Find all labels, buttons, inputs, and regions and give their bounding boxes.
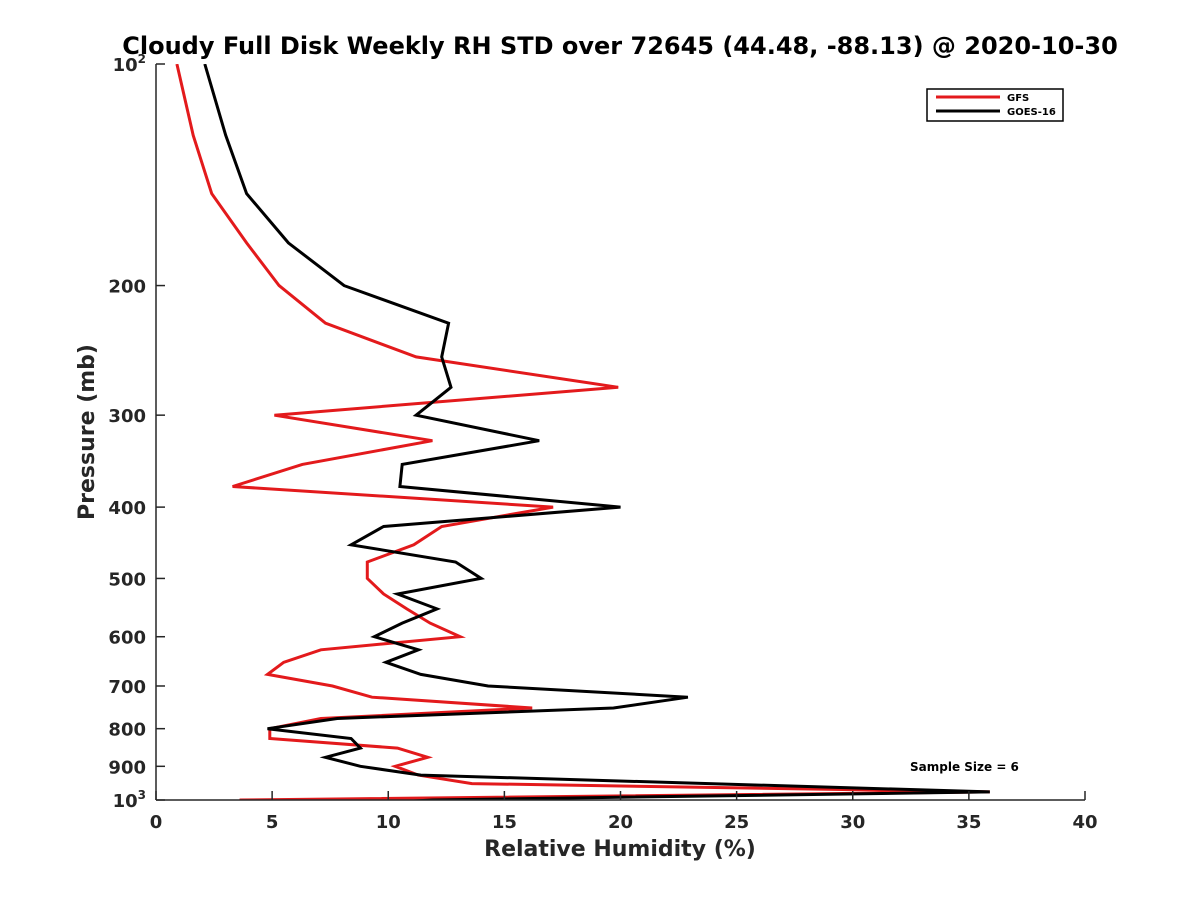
x-ticks: 0 5 10 15 20 25 30 35 40 <box>150 791 1098 833</box>
x-axis-label: Relative Humidity (%) <box>484 837 756 862</box>
y-tick-label: 900 <box>108 757 146 778</box>
y-tick-label: 400 <box>108 498 146 519</box>
y-tick-label: 700 <box>108 677 146 698</box>
sample-size-annotation: Sample Size = 6 <box>910 760 1019 774</box>
legend-label-goes-16: GOES-16 <box>1007 107 1056 118</box>
series-layer <box>175 64 990 800</box>
x-tick-label: 30 <box>840 812 865 833</box>
y-tick-label: 600 <box>108 628 146 649</box>
legend: GFS GOES-16 <box>926 88 1064 122</box>
legend-label-gfs: GFS <box>1007 93 1029 104</box>
y-tick-label: 300 <box>108 406 146 427</box>
chart-title: Cloudy Full Disk Weekly RH STD over 7264… <box>122 32 1118 60</box>
series-line-goes-16 <box>203 64 990 800</box>
x-tick-label: 20 <box>608 812 633 833</box>
y-axis-label: Pressure (mb) <box>75 344 100 520</box>
y-tick-label: 800 <box>108 720 146 741</box>
series-line-gfs <box>175 64 990 800</box>
x-tick-label: 0 <box>150 812 163 833</box>
y-tick-label: 500 <box>108 569 146 590</box>
x-tick-label: 5 <box>266 812 279 833</box>
x-tick-label: 25 <box>724 812 749 833</box>
x-tick-label: 35 <box>956 812 981 833</box>
legend-box <box>926 88 1064 122</box>
x-tick-label: 10 <box>376 812 401 833</box>
y-tick-label: 102 <box>113 52 146 76</box>
x-tick-label: 15 <box>492 812 517 833</box>
x-tick-label: 40 <box>1072 812 1097 833</box>
y-tick-label: 200 <box>108 277 146 298</box>
